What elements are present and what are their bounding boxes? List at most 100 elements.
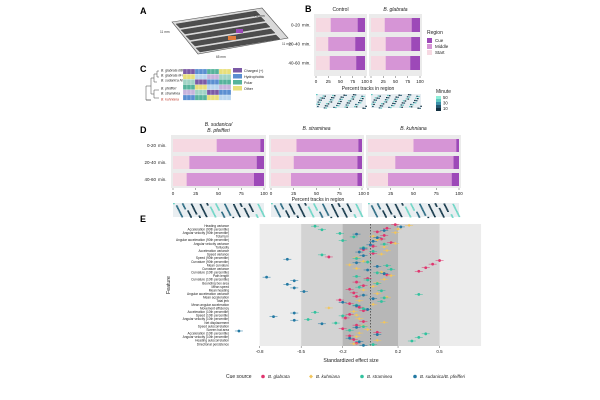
track-heatmap-pixel <box>249 204 251 206</box>
track-heatmap-pixel <box>375 213 377 215</box>
track-heatmap-pixel <box>201 207 204 209</box>
track-heatmap-pixel <box>225 206 228 208</box>
data-point <box>357 305 361 309</box>
track-heatmap-pixel <box>286 212 289 215</box>
feature-label: Mean angular acceleration <box>191 303 229 307</box>
data-point <box>371 249 375 253</box>
track-heatmap-pixel <box>413 102 415 104</box>
track-heatmap-pixel <box>280 204 283 206</box>
track-heatmap-pixel <box>216 205 219 208</box>
bar-segment-middle <box>330 18 358 32</box>
track-heatmap-pixel <box>195 212 197 214</box>
data-point <box>357 317 361 321</box>
track-heatmap-pixel <box>333 106 335 108</box>
track-heatmap-pixel <box>310 211 312 213</box>
sequence-alignment <box>182 68 232 101</box>
track-heatmap-pixel <box>323 97 325 99</box>
track-heatmap-pixel <box>300 209 303 212</box>
feature-label: Heading autocorrelation <box>195 339 229 343</box>
track-heatmap-pixel <box>452 203 455 206</box>
alignment-cell <box>186 84 192 90</box>
alignment-cell <box>222 79 228 85</box>
feature-label: Acceleration (10th percentile) <box>188 332 229 336</box>
track-heatmap-pixel <box>340 96 343 98</box>
track-heatmap-pixel <box>444 205 447 208</box>
bar-segment-cue <box>410 56 420 70</box>
track-heatmap-pixel <box>412 207 414 209</box>
track-heatmap-pixel <box>345 94 347 96</box>
data-point <box>385 264 389 268</box>
track-heatmap-pixel <box>246 213 249 216</box>
track-heatmap-pixel <box>245 211 248 213</box>
data-point <box>375 230 379 234</box>
legend-label: Cue <box>435 38 444 43</box>
alignment-cell <box>222 74 228 80</box>
residue-legend: Charged (+) Hydrophobic Polar Other <box>233 68 264 91</box>
track-heatmap-pixel <box>222 214 225 216</box>
track-heatmap-pixel <box>365 105 367 107</box>
track-heatmap-pixel <box>205 214 207 216</box>
track-heatmap-pixel <box>372 208 375 211</box>
track-heatmap-pixel <box>385 216 387 218</box>
track-heatmap-pixel <box>247 216 250 218</box>
data-point <box>355 261 358 265</box>
tree-species-label: B. pfeifferi <box>161 87 177 91</box>
data-point <box>366 308 370 311</box>
track-heatmap-pixel <box>410 203 412 205</box>
track-heatmap-pixel <box>279 216 282 218</box>
track-heatmap-pixel <box>400 215 403 218</box>
track-heatmap-pixel <box>332 207 335 209</box>
data-point <box>357 285 361 289</box>
track-heatmap-pixel <box>290 207 293 209</box>
track-heatmap-pixel <box>309 210 312 212</box>
track-heatmap-pixel <box>318 99 321 101</box>
track-heatmap-pixel <box>223 216 226 218</box>
track-heatmap-pixel <box>401 102 404 104</box>
track-heatmap-pixel <box>247 215 250 217</box>
facet-title: B. sudanica/ <box>205 122 233 128</box>
bar-segment-middle <box>216 139 261 152</box>
track-heatmap-pixel <box>405 207 408 210</box>
facet-title: B. kuhniana <box>400 126 427 132</box>
track-heatmap-pixel <box>263 215 266 218</box>
track-heatmap-pixel <box>373 210 376 212</box>
track-heatmap-pixel <box>409 215 411 217</box>
track-heatmap-pixel <box>301 212 304 214</box>
track-heatmap-pixel <box>346 203 349 205</box>
data-point <box>385 226 389 230</box>
track-heatmap-pixel <box>199 203 202 206</box>
track-heatmap-pixel <box>355 203 358 206</box>
bar-segment-start <box>316 18 331 32</box>
track-heatmap-pixel <box>409 94 412 96</box>
track-heatmap-pixel <box>414 99 416 102</box>
track-heatmap-pixel <box>376 203 379 205</box>
track-heatmap-pixel <box>417 214 420 216</box>
bar-segment-cue <box>411 37 420 51</box>
track-heatmap-pixel <box>391 104 393 107</box>
track-heatmap-pixel <box>336 104 338 107</box>
track-heatmap-pixel <box>376 216 379 218</box>
track-heatmap-pixel <box>234 206 236 208</box>
bar-segment-cue <box>411 18 420 32</box>
track-heatmap-pixel <box>350 210 352 212</box>
data-point <box>375 236 379 240</box>
alignment-cell <box>194 79 200 85</box>
legend-marker <box>413 374 417 379</box>
track-heatmap-pixel <box>259 207 261 209</box>
track-heatmap-pixel <box>397 209 400 212</box>
track-heatmap-pixel <box>179 212 182 214</box>
track-heatmap-pixel <box>392 102 394 104</box>
track-heatmap-pixel <box>354 216 357 218</box>
legend-label: B. straminea <box>367 374 393 379</box>
track-heatmap-pixel <box>432 213 435 215</box>
track-heatmap-pixel <box>354 215 356 217</box>
legend-label: B. kuhniana <box>316 374 340 379</box>
data-point <box>371 302 375 306</box>
track-heatmap-pixel <box>336 214 339 217</box>
track-heatmap-pixel <box>407 211 409 213</box>
track-heatmap-pixel <box>332 206 334 208</box>
data-point <box>371 297 375 301</box>
track-heatmap-pixel <box>398 94 400 96</box>
track-heatmap-pixel <box>250 207 253 209</box>
